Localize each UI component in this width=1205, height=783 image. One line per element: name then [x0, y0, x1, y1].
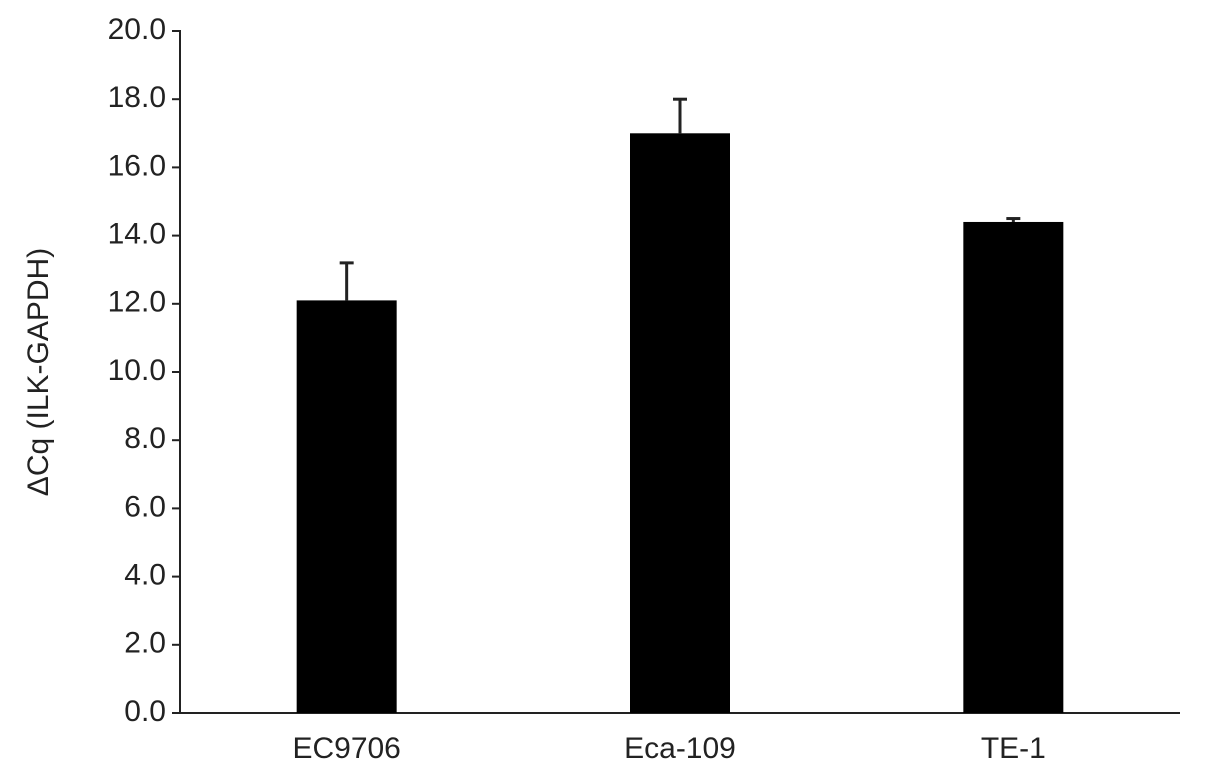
bar [963, 221, 1064, 713]
y-tick-label: 2.0 [124, 627, 166, 660]
y-tick-label: 16.0 [108, 149, 166, 182]
x-tick-label: Eca-109 [624, 732, 736, 765]
y-tick-label: 6.0 [124, 490, 166, 523]
y-tick-label: 4.0 [124, 559, 166, 592]
y-tick-label: 14.0 [108, 218, 166, 251]
bar [630, 133, 730, 714]
x-tick-label: EC9706 [292, 732, 400, 765]
y-tick-label: 20.0 [108, 13, 166, 46]
x-tick-label: TE-1 [981, 732, 1046, 765]
y-tick-label: 8.0 [124, 422, 166, 455]
bar [296, 300, 397, 713]
y-axis-label: ΔCq (ILK-GAPDH) [22, 248, 55, 496]
y-tick-label: 18.0 [108, 81, 166, 114]
y-tick-label: 10.0 [108, 354, 166, 387]
y-tick-label: 12.0 [108, 286, 166, 319]
y-tick-label: 0.0 [124, 695, 166, 728]
